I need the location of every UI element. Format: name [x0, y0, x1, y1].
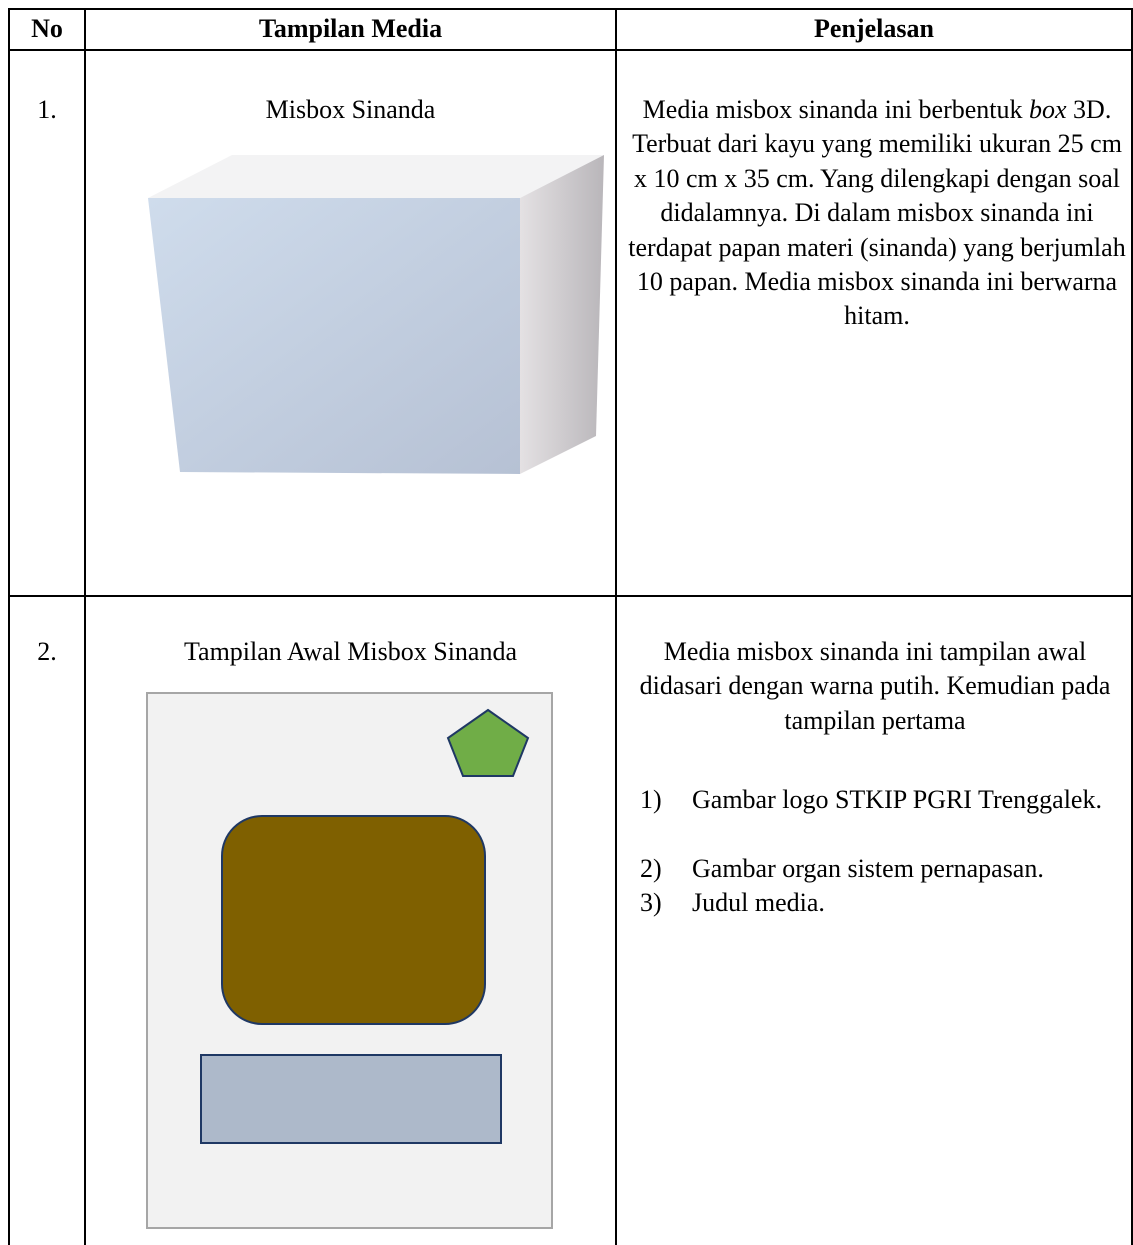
media-title: Tampilan Awal Misbox Sinanda — [183, 637, 518, 666]
media-title: Misbox Sinanda — [265, 95, 436, 124]
description-italic: box — [1029, 95, 1067, 124]
border — [8, 8, 1133, 10]
border — [8, 8, 10, 1245]
description: Media misbox sinanda ini tampilan awal d… — [639, 637, 1111, 735]
list-item: Gambar organ sistem pernapasan. — [692, 854, 1044, 883]
list-item: Gambar logo STKIP PGRI Trenggalek. — [692, 785, 1102, 814]
border — [8, 49, 1133, 51]
header-cell: Penjelasan — [814, 14, 934, 43]
header-cell: Tampilan Media — [258, 14, 443, 43]
cube-image — [148, 155, 604, 474]
description-text: Media misbox sinanda ini berbentuk — [642, 95, 1023, 124]
list-item: Judul media. — [692, 888, 825, 917]
border — [8, 595, 1133, 597]
list-marker: 1) — [640, 785, 662, 814]
row-number: 1. — [37, 95, 57, 124]
description-text: 3D. Terbuat dari kayu yang memiliki ukur… — [628, 95, 1126, 331]
row-number: 2. — [37, 637, 57, 666]
initial-display-image — [146, 692, 553, 1229]
border — [615, 8, 617, 1245]
description: Media misbox sinanda ini berbentuk box 3… — [627, 93, 1127, 334]
border — [84, 8, 86, 1245]
border — [1131, 8, 1133, 1245]
header-cell: No — [31, 14, 63, 43]
list-marker: 2) — [640, 854, 662, 883]
list-marker: 3) — [640, 888, 662, 917]
